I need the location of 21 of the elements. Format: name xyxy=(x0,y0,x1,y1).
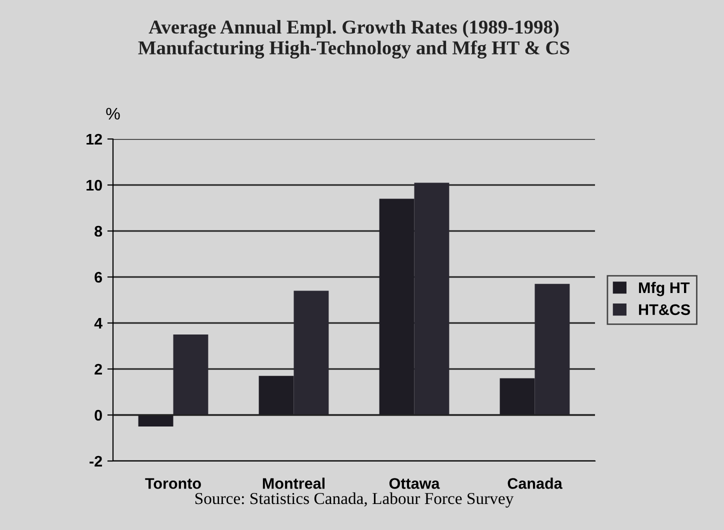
bar xyxy=(414,182,450,415)
legend-label: Mfg HT xyxy=(639,282,690,296)
y-tick-label: 6 xyxy=(94,272,102,283)
y-axis-title: % xyxy=(106,108,120,120)
y-tick-label: 0 xyxy=(94,410,102,421)
y-tick-label: -2 xyxy=(90,456,102,467)
y-tick-label: 2 xyxy=(94,364,102,375)
y-tick-label: 8 xyxy=(94,226,102,237)
bar xyxy=(173,334,208,415)
bar xyxy=(534,284,570,415)
x-tick-label: Montreal xyxy=(262,478,324,489)
source-note: Source: Statistics Canada, Labour Force Survey xyxy=(195,492,514,508)
chart-title: Average Annual Empl. Growth Rates (1989-1998) Manufacturing High-Technology and Mfg HT & CS xyxy=(138,20,570,59)
bar xyxy=(294,290,329,415)
y-tick-label: 12 xyxy=(86,134,102,145)
y-tick-label: 10 xyxy=(86,180,102,191)
x-tick-label: Canada xyxy=(508,478,562,489)
x-tick-label: Ottawa xyxy=(389,478,440,489)
y-tick-label: 4 xyxy=(94,318,102,329)
x-tick-label: Toronto xyxy=(145,478,201,489)
legend-label: HT&CS xyxy=(639,304,690,316)
